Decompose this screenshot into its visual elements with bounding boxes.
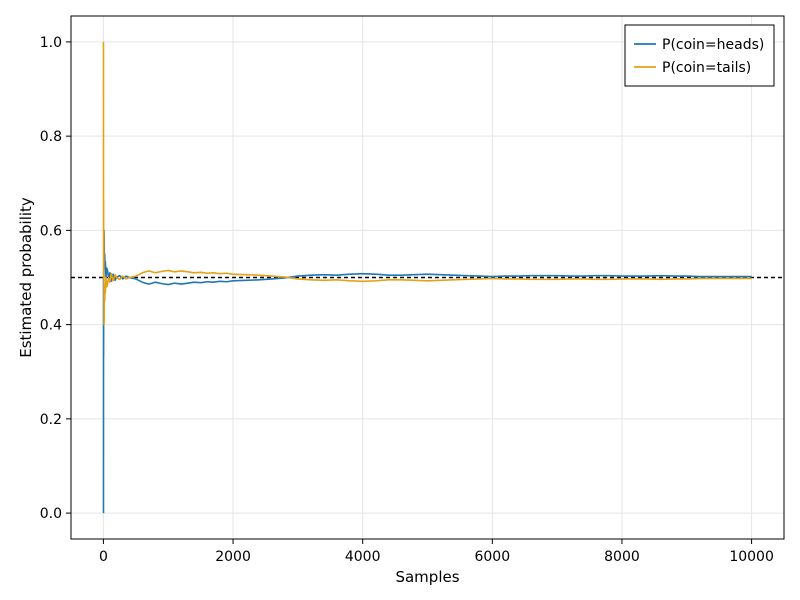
y-tick-label: 0.6 — [40, 223, 62, 239]
x-tick-label: 10000 — [729, 549, 774, 565]
x-tick-label: 4000 — [345, 549, 381, 565]
plot-frame — [70, 15, 785, 540]
x-tick-label: 6000 — [474, 549, 510, 565]
x-tick-label: 0 — [99, 549, 108, 565]
x-tick-label: 2000 — [215, 549, 251, 565]
y-tick-label: 0.8 — [40, 129, 62, 145]
legend-label: P(coin=heads) — [662, 37, 764, 53]
y-axis-label: Estimated probability — [17, 197, 35, 358]
x-tick-label: 8000 — [604, 549, 640, 565]
x-axis-ticks: 0 2000 4000 6000 8000 10000 — [99, 539, 774, 565]
y-tick-label: 0.2 — [40, 412, 62, 428]
y-axis-ticks: 0.0 0.2 0.4 0.6 0.8 1.0 — [40, 35, 71, 522]
x-axis-label: Samples — [395, 568, 459, 586]
y-tick-label: 0.0 — [40, 506, 62, 522]
y-tick-label: 1.0 — [40, 35, 62, 51]
series-lines — [102, 41, 752, 514]
y-tick-label: 0.4 — [40, 318, 62, 334]
series-line-heads — [102, 229, 752, 514]
series-line-tails — [102, 41, 752, 326]
legend: P(coin=heads) P(coin=tails) — [624, 24, 775, 87]
legend-box — [624, 24, 775, 87]
legend-label: P(coin=tails) — [662, 60, 751, 76]
